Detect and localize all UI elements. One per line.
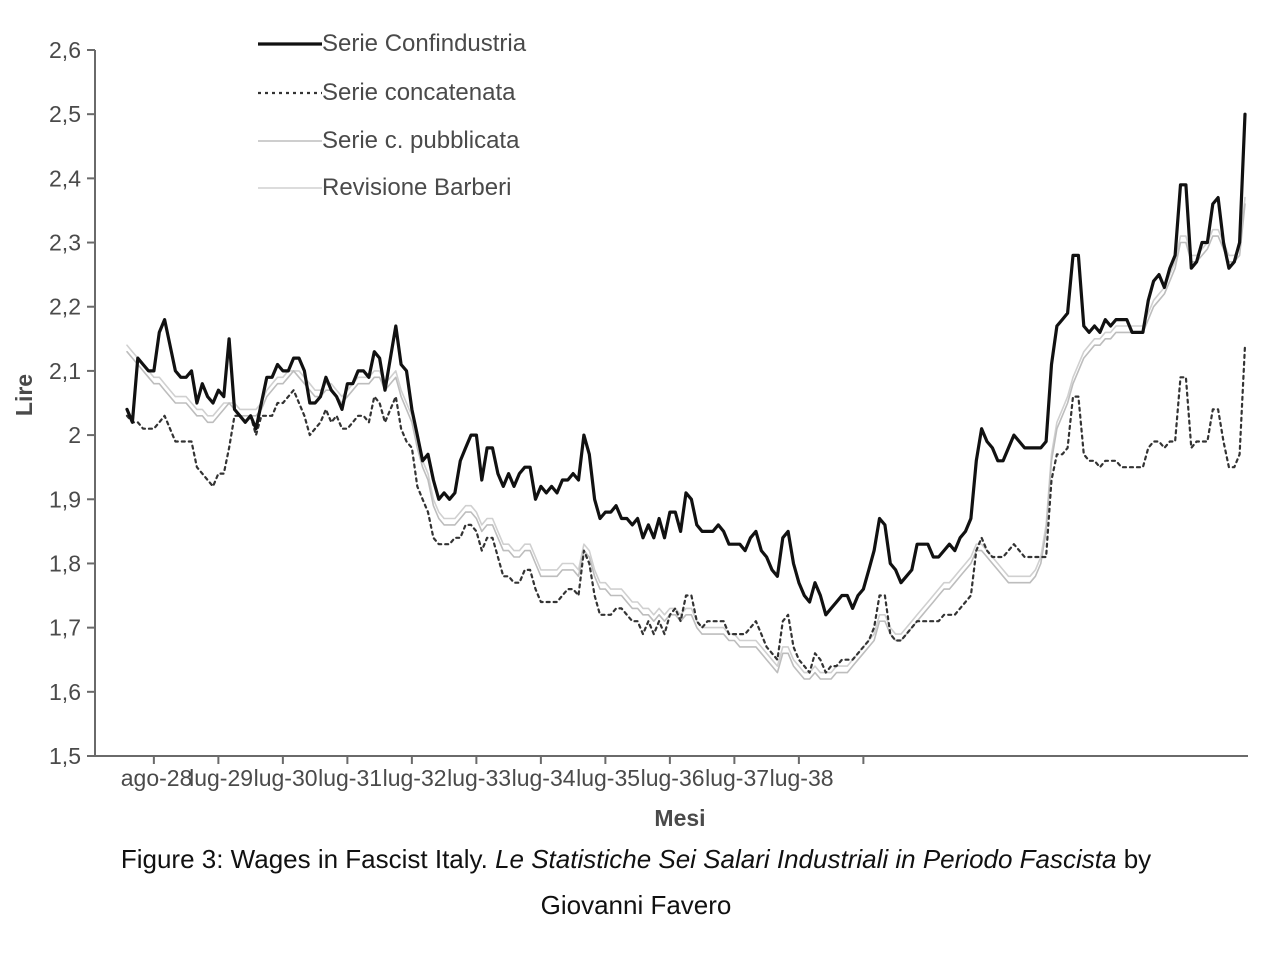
y-tick-label: 2,6 [49, 37, 81, 63]
caption-line-1: Figure 3: Wages in Fascist Italy. Le Sta… [0, 836, 1272, 882]
y-tick-label: 1,8 [49, 550, 81, 576]
y-tick-label: 1,7 [49, 615, 81, 641]
figure-caption: Figure 3: Wages in Fascist Italy. Le Sta… [0, 836, 1272, 928]
x-tick-label: ago-28 [121, 765, 193, 791]
y-tick-label: 2,3 [49, 230, 81, 256]
y-tick-label: 2,4 [49, 165, 81, 191]
x-tick-label: lug-32 [383, 765, 447, 791]
caption-line-2: Giovanni Favero [540, 890, 732, 920]
caption-suffix: by [1116, 844, 1152, 874]
legend: Serie Confindustria Serie concatenata Seri… [258, 30, 527, 201]
caption-italic-title: Le Statistiche Sei Salari Industriali in… [495, 844, 1117, 874]
series-line-serie-c-pubblicata [126, 203, 1246, 680]
y-tick-label: 2,2 [49, 294, 81, 320]
y-tick-label: 1,6 [49, 679, 81, 705]
legend-label: Revisione Barberi [322, 174, 511, 201]
x-tick-label: lug-35 [576, 765, 640, 791]
axes: 1,5 1,6 1,7 1,8 1,9 2 2,1 2,2 2,3 2,4 2,5 2,6 ago-2… [49, 37, 1248, 791]
x-tick-label: lug-38 [770, 765, 834, 791]
x-tick-label: lug-30 [254, 765, 318, 791]
y-tick-label: 2,5 [49, 101, 81, 127]
series-line-revisione-barberi [126, 196, 1246, 674]
series-line-serie-concatenata [125, 344, 1247, 674]
plot-lines [125, 112, 1247, 680]
series-line-serie-confindustria [125, 112, 1247, 617]
wages-line-chart: 1,5 1,6 1,7 1,8 1,9 2 2,1 2,2 2,3 2,4 2,5 2,6 ago-2… [11, 30, 1248, 830]
legend-label: Serie Confindustria [322, 30, 527, 57]
x-tick-label: lug-37 [705, 765, 769, 791]
x-tick-label: lug-31 [318, 765, 382, 791]
legend-label: Serie c. pubblicata [322, 127, 520, 154]
legend-label: Serie concatenata [322, 79, 516, 106]
caption-prefix: Figure 3: Wages in Fascist Italy. [120, 844, 496, 874]
y-tick-label: 1,5 [49, 743, 81, 769]
y-tick-label: 2,1 [49, 358, 81, 384]
x-tick-label: lug-36 [641, 765, 705, 791]
x-tick-label: lug-34 [512, 765, 576, 791]
y-tick-label: 2 [68, 422, 81, 448]
y-tick-label: 1,9 [49, 486, 81, 512]
y-ticks: 1,5 1,6 1,7 1,8 1,9 2 2,1 2,2 2,3 2,4 2,5 2,6 [49, 37, 95, 769]
x-tick-label: lug-33 [447, 765, 511, 791]
x-axis-title: Mesi [654, 805, 705, 830]
x-tick-label: lug-29 [189, 765, 253, 791]
y-axis-title: Lire [11, 374, 37, 416]
